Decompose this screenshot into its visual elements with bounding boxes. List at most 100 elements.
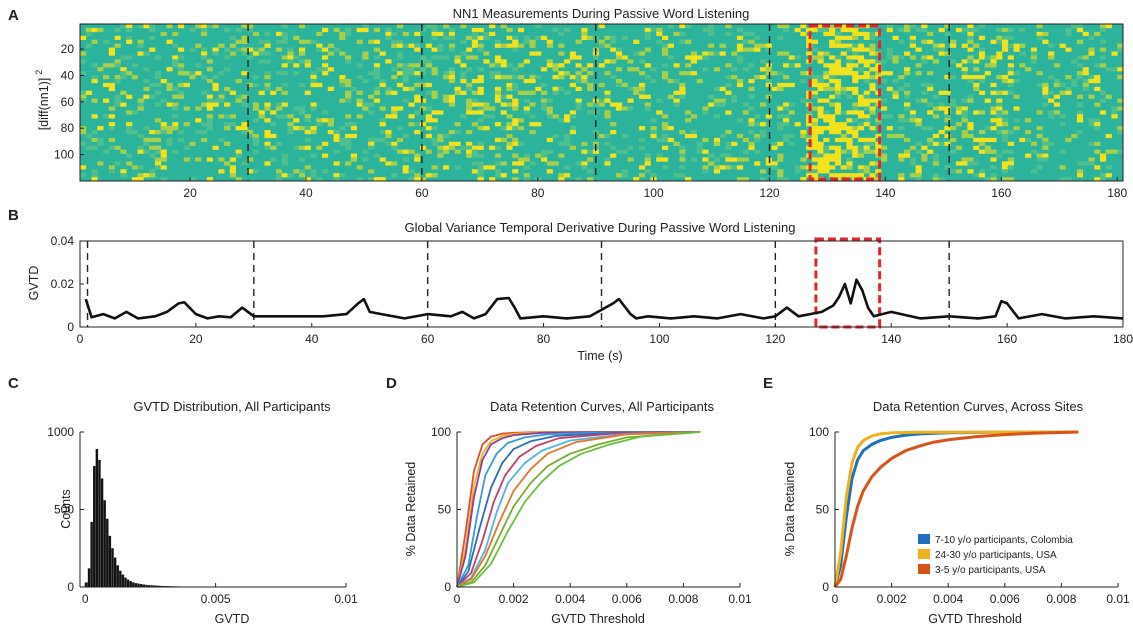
heatmap-cell [1053,63,1061,68]
heatmap-cell [275,106,283,111]
heatmap-cell [638,94,646,99]
heatmap-cell [506,145,513,150]
heatmap-cell [471,110,479,115]
heatmap-cell [1105,94,1112,99]
heatmap-cell [771,141,778,146]
heatmap-cell [915,173,922,178]
heatmap-cell [512,177,519,182]
heatmap-cell [310,126,317,131]
heatmap-cell [431,110,438,115]
heatmap-cell [800,78,807,84]
heatmap-cell [224,86,231,92]
heatmap-cell [904,106,911,111]
heatmap-cell [419,98,427,103]
heatmap-cell [846,55,853,60]
heatmap-cell [777,126,784,131]
heatmap-cell [224,27,231,33]
heatmap-cell [345,59,352,64]
heatmap-cell [592,102,600,107]
histogram-bar [126,579,130,587]
heatmap-cell [477,110,484,115]
heatmap-cell [892,133,899,139]
heatmap-cell [356,165,363,170]
heatmap-cell [443,94,450,99]
heatmap-cell [811,169,818,174]
heatmap-cell [304,126,311,131]
heatmap-cell [322,153,329,158]
heatmap-cell [834,161,842,166]
heatmap-cell [177,94,185,99]
heatmap-cell [765,114,772,119]
heatmap-cell [114,27,121,33]
heatmap-cell [327,118,334,123]
heatmap-cell [667,55,674,60]
heatmap-cell [777,86,784,92]
heatmap-cell [489,71,496,76]
heatmap-cell [477,141,484,146]
heatmap-cell [195,118,202,123]
heatmap-cell [1105,165,1112,170]
heatmap-cell [679,149,686,154]
heatmap-cell [961,98,968,103]
heatmap-cell [483,126,490,131]
heatmap-cell [581,75,588,80]
heatmap-cell [581,165,588,170]
heatmap-cell [886,86,893,92]
heatmap-cell [431,118,438,123]
heatmap-cell [275,86,283,92]
heatmap-cell [431,94,438,99]
heatmap-cell [944,75,951,80]
heatmap-cell [1094,86,1101,92]
heatmap-cell [80,141,87,146]
heatmap-cell [1001,27,1009,33]
heatmap-cell [725,110,732,115]
heatmap-cell [500,173,507,178]
heatmap-cell [500,102,507,107]
heatmap-cell [662,47,669,52]
heatmap-cell [523,165,530,170]
heatmap-cell [996,51,1003,56]
heatmap-cell [644,94,651,99]
heatmap-cell [834,78,842,84]
heatmap-cell [1007,71,1014,76]
heatmap-cell [316,145,323,150]
heatmap-cell [229,122,236,127]
heatmap-cell [103,114,110,119]
heatmap-cell [333,137,340,143]
heatmap-cell [604,98,611,103]
heatmap-cell [662,43,669,48]
retention-all-ytick-label: 0 [444,580,451,594]
heatmap-cell [345,161,352,166]
heatmap-cell [904,90,911,95]
ylabel-d: % Data Retained [404,462,418,557]
heatmap-cell [350,153,357,158]
retention-all-xtick-label: 0 [454,592,461,606]
heatmap-cell [252,133,260,139]
heatmap-cell [604,90,611,95]
heatmap-cell [195,63,202,68]
heatmap-cell [817,98,824,103]
heatmap-cell [546,98,553,103]
heatmap-cell [529,75,536,80]
heatmap-cell [978,24,986,29]
heatmap-cell [857,75,865,80]
heatmap-cell [667,43,674,48]
heatmap-cell [506,27,513,33]
heatmap-cell [638,82,646,88]
heatmap-cell [1001,43,1009,48]
heatmap-cell [846,137,853,143]
heatmap-cell [909,114,916,119]
heatmap-cell [921,27,928,33]
heatmap-cell [725,145,732,150]
heatmap-cell [108,82,115,88]
heatmap-cell [437,55,444,60]
heatmap-cell [379,177,386,182]
heatmap-cell [1007,82,1014,88]
heatmap-cell [575,86,582,92]
heatmap-cell [558,51,565,56]
heatmap-cell [80,173,87,178]
heatmap-cell [97,27,104,33]
heatmap-cell [137,39,144,44]
heatmap-cell [1042,90,1049,95]
heatmap-cell [1053,78,1061,84]
